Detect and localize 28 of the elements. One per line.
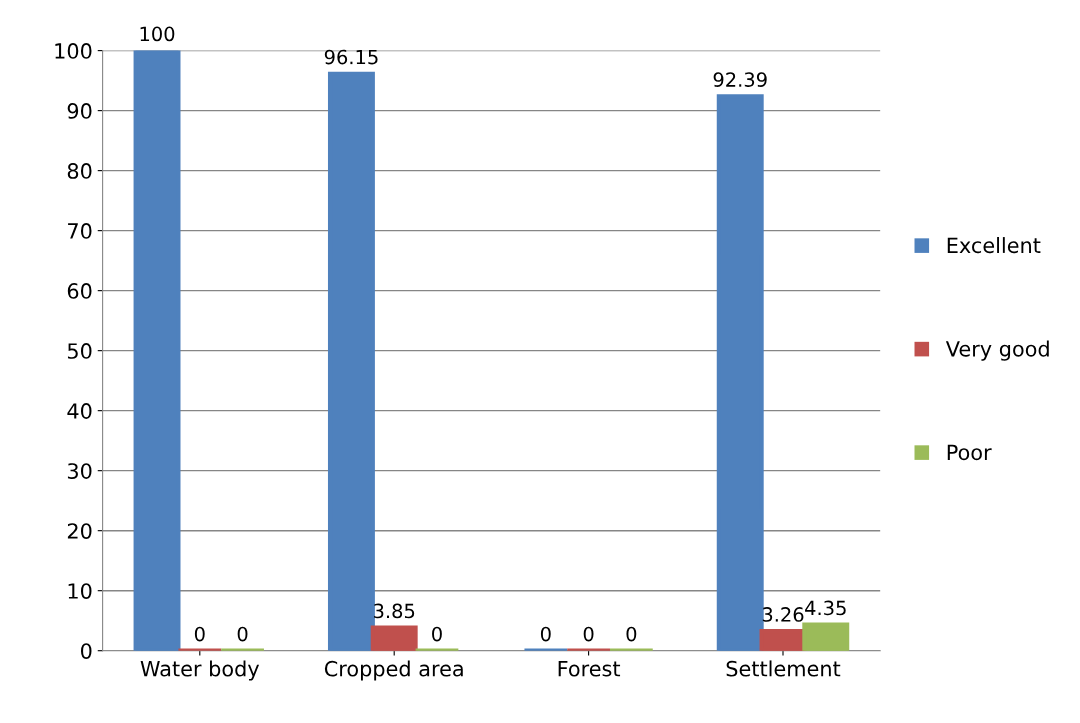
x-tick-label: Settlement	[726, 660, 841, 677]
x-tick-label: Water body	[140, 660, 260, 681]
y-tick-label: 50	[67, 343, 92, 359]
data-label: 96.15	[324, 49, 378, 65]
data-label: 92.39	[713, 72, 767, 87]
y-tick-label: 0	[81, 643, 92, 659]
y-tick-label: 30	[67, 463, 92, 479]
y-tick-label: 10	[68, 583, 92, 599]
y-tick-label: 20	[67, 523, 92, 539]
data-label: 0	[194, 626, 205, 642]
legend-label: Very good	[945, 340, 1049, 361]
legend-label: Poor	[947, 444, 992, 461]
data-label: 0	[626, 626, 637, 642]
data-label: 0	[540, 626, 551, 642]
data-label: 100	[140, 26, 175, 42]
legend-label: Excellent	[947, 237, 1041, 254]
x-tick-label: Cropped area	[324, 660, 463, 681]
y-tick-label: 60	[67, 283, 92, 299]
y-tick-label: 90	[67, 103, 92, 119]
y-tick-label: 100	[55, 43, 92, 59]
data-label: 0	[432, 626, 442, 642]
data-label: 0	[237, 626, 248, 642]
y-tick-label: 80	[67, 163, 92, 179]
y-tick-label: 70	[68, 223, 92, 239]
data-label: 0	[583, 626, 594, 642]
y-tick-label: 40	[67, 403, 92, 419]
x-tick-label: Forest	[558, 661, 621, 677]
data-label: 4.35	[805, 600, 846, 616]
